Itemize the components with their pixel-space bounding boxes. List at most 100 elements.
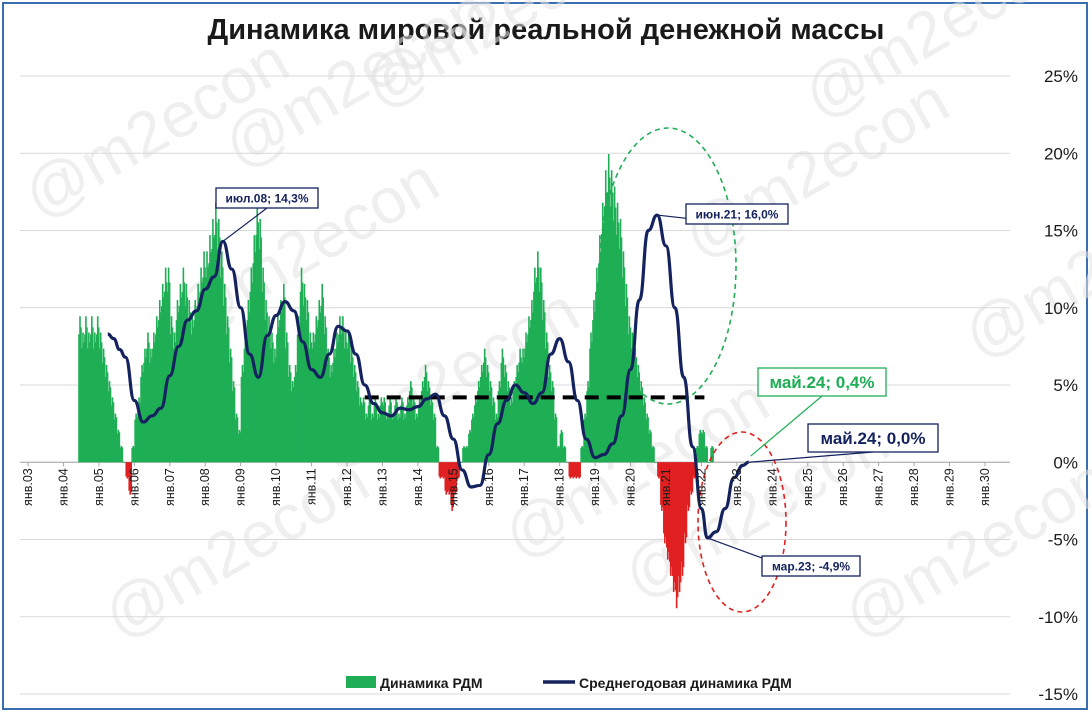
bar xyxy=(652,446,654,463)
bar xyxy=(323,334,325,463)
bar xyxy=(349,362,352,463)
x-tick-label: янв.03 xyxy=(21,468,35,506)
bar xyxy=(106,372,109,463)
bar xyxy=(613,186,616,463)
watermark-text: @m2econ xyxy=(951,163,1092,372)
bar xyxy=(390,402,392,463)
bar xyxy=(204,267,206,463)
bar xyxy=(160,305,163,463)
bar xyxy=(417,405,420,463)
bar xyxy=(170,316,173,463)
bar xyxy=(691,462,694,493)
highlight-ellipses xyxy=(599,127,787,613)
bar xyxy=(447,462,450,491)
anno-may24-bar-text: май.24; 0,4% xyxy=(769,373,874,392)
bar xyxy=(415,413,418,463)
bar xyxy=(537,251,539,463)
bar xyxy=(530,320,532,463)
bar xyxy=(711,446,713,463)
bar xyxy=(158,300,161,463)
bar xyxy=(380,397,383,463)
bar xyxy=(222,305,225,463)
bar xyxy=(518,362,520,463)
legend-label-bars: Динамика РДМ xyxy=(380,675,483,691)
bar xyxy=(186,297,189,463)
bar xyxy=(550,391,553,463)
bar xyxy=(168,282,171,463)
bar xyxy=(169,334,172,463)
bar xyxy=(514,387,516,463)
bar xyxy=(513,381,515,463)
bar xyxy=(319,312,322,463)
bar xyxy=(542,300,545,463)
bar xyxy=(418,397,421,463)
bar xyxy=(708,462,710,463)
bar xyxy=(379,405,382,463)
bar xyxy=(370,419,373,463)
bar xyxy=(707,462,709,463)
bar xyxy=(420,391,423,463)
y-tick-label: 10% xyxy=(1044,299,1078,318)
bar xyxy=(522,348,524,463)
bar xyxy=(578,462,580,479)
bar xyxy=(623,267,626,463)
bar xyxy=(255,234,258,463)
x-tick-label: янв.26 xyxy=(836,468,850,506)
bar xyxy=(589,348,591,463)
bar xyxy=(677,462,680,576)
bar xyxy=(599,235,601,463)
bar xyxy=(409,391,411,463)
bar xyxy=(165,282,168,463)
bar xyxy=(457,462,459,479)
bar xyxy=(480,364,483,463)
bar xyxy=(375,402,378,463)
anno-may24-bar-box xyxy=(757,367,887,397)
bar xyxy=(231,391,234,463)
bar xyxy=(161,283,164,463)
bar xyxy=(179,283,182,463)
bar xyxy=(151,357,153,463)
bar xyxy=(289,372,292,463)
bar xyxy=(431,402,434,463)
bar xyxy=(109,387,112,463)
bar xyxy=(649,429,651,463)
bar xyxy=(250,267,253,463)
bar xyxy=(666,462,668,548)
bar xyxy=(314,334,317,463)
bar xyxy=(655,462,657,463)
bar xyxy=(376,419,379,463)
bar xyxy=(494,419,497,463)
bar xyxy=(89,342,91,463)
bar xyxy=(656,462,658,463)
anno-jul08-leader xyxy=(222,207,268,242)
bar xyxy=(123,462,126,463)
bar xyxy=(532,312,534,463)
bar xyxy=(411,405,414,463)
bar xyxy=(286,342,289,463)
line-series xyxy=(107,213,749,540)
bar xyxy=(618,249,621,463)
x-tick-label: янв.28 xyxy=(907,468,921,506)
bar xyxy=(128,462,131,491)
bar xyxy=(138,397,140,463)
bar xyxy=(175,320,178,463)
bar xyxy=(248,312,251,463)
bar xyxy=(496,417,499,463)
bar xyxy=(432,419,435,463)
bar xyxy=(615,234,618,463)
bar xyxy=(234,419,237,463)
bar xyxy=(413,402,416,463)
bar xyxy=(313,342,316,463)
bar xyxy=(176,300,179,463)
bar xyxy=(464,447,466,463)
bar xyxy=(310,342,313,463)
bar xyxy=(224,297,227,463)
bar xyxy=(232,381,235,463)
bar xyxy=(557,446,560,463)
bar xyxy=(270,348,272,463)
bar xyxy=(308,348,311,463)
x-tick-label: янв.07 xyxy=(163,468,177,506)
bar xyxy=(247,300,250,463)
bar xyxy=(325,327,327,463)
bar xyxy=(688,462,691,508)
